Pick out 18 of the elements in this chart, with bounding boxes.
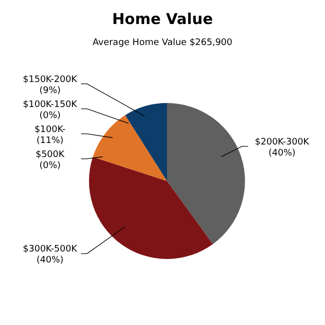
data-label: (40%) [268,148,296,158]
data-label: (9%) [39,86,61,96]
slice-label: $100K- [34,124,66,135]
text: (0%) [39,160,61,171]
slice-label: $150K-200K [22,74,78,85]
data-label: (40%) [36,256,64,266]
slice-label: $200K-300K [254,137,310,148]
legend-label: $500K [36,150,66,160]
pie-slice [125,103,167,181]
text: (0%) [39,110,61,121]
chart-title: Home Value [111,9,214,28]
pie-slice [89,156,213,259]
pie-slice [92,115,167,181]
pie-slice [167,103,245,244]
slice-label: $300K-500K [22,244,78,255]
category-label: $100K-150K [22,100,78,110]
chart-subtitle: Average Home Value $265,900 [92,38,234,48]
data-label: (11%) [36,136,64,146]
